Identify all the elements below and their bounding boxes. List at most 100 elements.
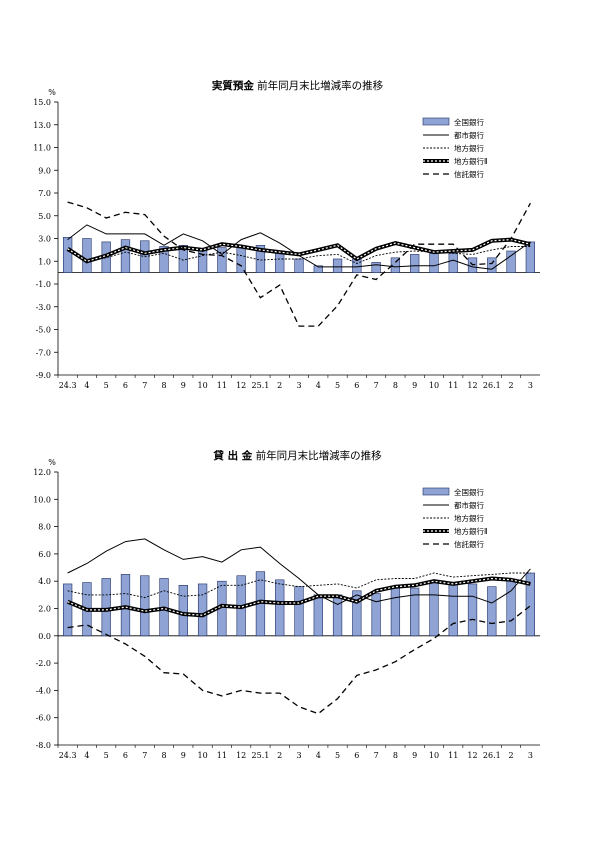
x-tick-label: 9 [412,381,417,390]
bar-zenkoku [101,578,111,637]
legend-label: 都市銀行 [454,130,484,140]
legend-label: 信託銀行 [454,539,484,549]
bar-zenkoku [313,265,323,273]
x-tick-label: 10 [429,751,439,760]
series-line-dotted [67,246,531,264]
series-line-chigin2-inner [67,238,531,262]
x-tick-label: 2 [277,381,282,390]
deposit-chart-plot: %15.0 13.0 11.0 9.0 7.0 5.0 3.0 1.0 -1.0 -3.0 -5.0… [33,88,540,390]
bar-zenkoku [332,258,343,273]
x-tick-label: 7 [142,381,147,390]
x-tick-label: 8 [161,381,166,390]
bar-zenkoku [371,262,381,273]
y-unit-label: % [48,88,56,97]
series-line-dotted [67,572,531,599]
legend-label: 地方銀行Ⅱ [454,526,488,536]
y-tick-label: 11.0 [33,144,51,153]
bar-zenkoku [275,579,285,637]
y-tick-label: 4.0 [38,577,51,586]
legend-label: 地方銀行 [454,143,484,153]
y-tick-label: 7.0 [38,189,51,198]
x-tick-label: 6 [354,381,359,390]
deposit-chart: 実質預金 前年同月末比増減率の推移 % 15.0 13.0 11.0 9.0 7.0 5.0… [0,70,595,400]
x-tick-label: 7 [374,751,379,760]
legend-label: 地方銀行 [454,513,484,523]
x-tick-label: 6 [123,381,128,390]
bar-zenkoku [467,583,478,637]
bar-zenkoku [429,582,439,637]
bar-zenkoku [487,257,497,273]
x-tick-label: 26.1 [483,751,501,760]
x-tick-label: 7 [142,751,147,760]
bar-zenkoku [332,594,343,637]
bar-zenkoku [352,590,362,637]
y-tick-label: 9.0 [38,166,51,175]
chart-title-sub: 前年同月末比増減率の推移 [253,80,384,92]
bar-zenkoku [448,252,458,273]
bar-zenkoku [120,239,131,273]
chart-title-sub: 前年同月末比増減率の推移 [252,450,382,462]
chart-title-main: 実質預金 [211,80,254,92]
legend-label: 都市銀行 [454,500,484,510]
bar-zenkoku [294,258,304,273]
y-tick-label: 6.0 [38,550,51,559]
series-line-dashed [67,201,531,327]
legend-label: 信託銀行 [454,169,484,179]
y-tick-label: 3.0 [38,235,51,244]
y-tick-label: 2.0 [38,605,51,614]
x-tick-label: 10 [198,751,208,760]
x-tick-label: 11 [448,751,458,760]
x-tick-label: 3 [296,381,301,390]
x-tick-label: 8 [393,381,398,390]
x-tick-label: 10 [198,381,208,390]
bar-zenkoku [390,587,401,637]
x-tick-label: 26.1 [483,381,501,390]
series-line-chigin2-inner [67,577,531,616]
bar-zenkoku [506,250,516,273]
x-tick-label: 3 [528,751,533,760]
chart-title: 貸 出 金 前年同月末比増減率の推移 [0,448,595,463]
chart-title: 実質預金 前年同月末比増減率の推移 [0,78,595,93]
y-tick-label: 0.0 [38,632,51,641]
legend-label: 全国銀行 [454,117,484,127]
x-tick-label: 25.1 [252,381,270,390]
x-tick-label: 9 [181,751,186,760]
chart-title-main: 貸 出 金 [213,450,253,462]
x-tick-label: 24.3 [59,751,77,760]
bar-zenkoku [487,586,497,637]
bar-zenkoku [217,247,227,273]
x-tick-label: 11 [217,751,227,760]
y-tick-label: 10.0 [33,495,51,504]
y-tick-label: -1.0 [36,280,51,289]
bar-zenkoku [525,241,535,273]
legend-label: 全国銀行 [454,487,484,497]
x-tick-label: 4 [84,381,89,390]
bar-zenkoku [429,252,439,273]
x-tick-label: 2 [509,751,514,760]
bar-zenkoku [448,583,458,637]
bar-zenkoku [178,584,188,637]
x-tick-label: 4 [84,751,89,760]
x-tick-label: 11 [217,381,227,390]
bar-zenkoku [63,237,73,273]
y-unit-label: % [48,458,56,467]
x-tick-label: 6 [354,751,359,760]
bar-zenkoku [197,248,208,273]
bar-zenkoku [197,583,208,637]
bar-zenkoku [313,594,323,637]
series-line-dashed [67,605,531,715]
y-tick-label: -4.0 [36,686,51,695]
x-tick-label: 8 [393,751,398,760]
x-tick-label: 9 [181,381,186,390]
loan-chart-plot: %12.0 10.0 8.0 6.0 4.0 2.0 0.0 -2.0 -4.0 -6.0 -8.0… [33,458,540,760]
bar-zenkoku [159,246,169,273]
x-tick-label: 8 [161,751,166,760]
bar-zenkoku [236,247,246,273]
bar-zenkoku [410,587,420,637]
y-tick-label: -8.0 [36,741,51,750]
legend-swatch-bar [422,117,450,126]
y-tick-label: 5.0 [38,212,51,221]
x-tick-label: 12 [236,381,246,390]
y-tick-label: -2.0 [36,659,51,668]
y-tick-label: 13.0 [33,121,51,130]
